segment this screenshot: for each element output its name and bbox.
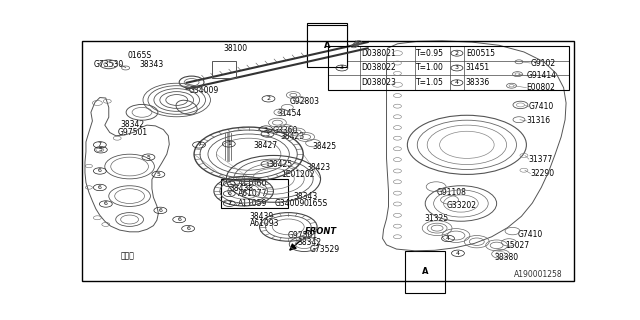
Text: D038021: D038021 (362, 49, 396, 58)
Text: 31316: 31316 (527, 116, 550, 125)
Text: 7: 7 (227, 201, 231, 206)
Text: G73529: G73529 (309, 245, 339, 254)
Text: 4: 4 (455, 80, 459, 85)
Text: G73530: G73530 (93, 60, 124, 69)
Text: A61093: A61093 (250, 219, 279, 228)
Text: G9102: G9102 (531, 59, 556, 68)
Text: 5: 5 (99, 147, 103, 152)
Text: T=1.00: T=1.00 (416, 63, 444, 72)
Text: 38100: 38100 (224, 44, 248, 53)
Text: 6: 6 (227, 191, 231, 196)
Text: 3: 3 (264, 127, 268, 132)
Text: 31454: 31454 (277, 109, 301, 118)
Bar (328, 46, 568, 90)
Text: FRONT: FRONT (305, 227, 337, 236)
Text: G97501: G97501 (287, 231, 317, 240)
Text: 6: 6 (186, 226, 190, 231)
Text: 4: 4 (446, 236, 450, 241)
Text: 38342: 38342 (297, 238, 321, 247)
Text: G33202: G33202 (447, 201, 477, 210)
Text: G7410: G7410 (529, 102, 554, 111)
Text: 5: 5 (147, 155, 150, 160)
Text: E00515: E00515 (466, 49, 495, 58)
Text: 38423: 38423 (306, 163, 330, 172)
Text: 38439: 38439 (250, 212, 274, 221)
Text: 6: 6 (98, 185, 102, 190)
Text: G91108: G91108 (436, 188, 466, 197)
Text: G7410: G7410 (518, 230, 543, 239)
Text: 38342: 38342 (121, 120, 145, 129)
Text: 6: 6 (177, 217, 181, 222)
Text: 1: 1 (227, 141, 231, 146)
Text: 5: 5 (227, 181, 231, 186)
Text: T=0.95: T=0.95 (416, 49, 444, 58)
Text: 0165S: 0165S (303, 199, 327, 208)
Text: A190001258: A190001258 (513, 270, 562, 279)
Text: 1: 1 (266, 162, 269, 167)
Text: G3360: G3360 (273, 125, 298, 135)
Text: 31451: 31451 (466, 63, 490, 72)
Text: 31377: 31377 (529, 155, 553, 164)
Text: 3: 3 (455, 66, 459, 70)
Text: 38438: 38438 (230, 184, 254, 193)
Text: D038022: D038022 (362, 63, 396, 72)
Text: A11060: A11060 (237, 179, 267, 188)
Bar (221, 179, 288, 208)
Text: 15027: 15027 (506, 241, 530, 250)
Text: 6: 6 (98, 168, 102, 173)
Text: G97501: G97501 (117, 128, 147, 137)
Text: 0165S: 0165S (127, 51, 151, 60)
Text: G91414: G91414 (527, 71, 556, 80)
Text: A61077: A61077 (237, 189, 268, 198)
Text: 38343: 38343 (293, 192, 317, 201)
Text: 4: 4 (456, 251, 460, 256)
Text: T=1.05: T=1.05 (416, 78, 444, 87)
Text: 2: 2 (455, 51, 459, 56)
Text: 5: 5 (156, 172, 160, 177)
Text: 32290: 32290 (531, 169, 554, 178)
Text: 38380: 38380 (494, 253, 518, 262)
Text: G34009: G34009 (275, 199, 305, 208)
Text: G34009: G34009 (188, 86, 218, 95)
Text: 7: 7 (98, 142, 102, 147)
Text: 6: 6 (104, 202, 108, 206)
Bar (212, 61, 236, 78)
Text: 31325: 31325 (425, 214, 449, 223)
Text: G92803: G92803 (289, 97, 319, 106)
Text: D038023: D038023 (362, 78, 397, 87)
Text: 1E01202: 1E01202 (281, 170, 314, 179)
Text: A: A (324, 40, 330, 49)
Text: 38423: 38423 (280, 132, 305, 141)
Text: 38336: 38336 (466, 78, 490, 87)
Text: 7: 7 (197, 142, 201, 147)
Text: 38427: 38427 (253, 141, 278, 150)
Text: 後方図: 後方図 (120, 251, 134, 260)
Text: 3: 3 (266, 132, 269, 137)
Text: 38343: 38343 (140, 60, 164, 69)
Text: 38425: 38425 (312, 142, 336, 151)
Text: 2: 2 (266, 96, 271, 101)
Text: 6: 6 (159, 208, 163, 213)
Text: E00802: E00802 (527, 83, 556, 92)
Text: A: A (422, 268, 428, 276)
Text: A11059: A11059 (237, 199, 267, 208)
Text: A: A (324, 41, 330, 50)
Text: 38425: 38425 (269, 160, 292, 169)
Text: 3: 3 (340, 66, 344, 70)
